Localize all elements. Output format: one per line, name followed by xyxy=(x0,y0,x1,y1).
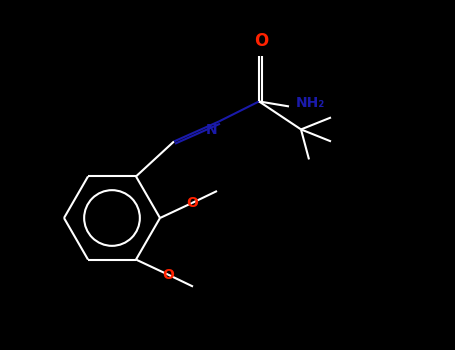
Text: NH₂: NH₂ xyxy=(296,97,325,111)
Text: O: O xyxy=(254,33,268,50)
Text: O: O xyxy=(186,196,198,210)
Text: N: N xyxy=(205,124,217,138)
Text: O: O xyxy=(162,267,174,281)
